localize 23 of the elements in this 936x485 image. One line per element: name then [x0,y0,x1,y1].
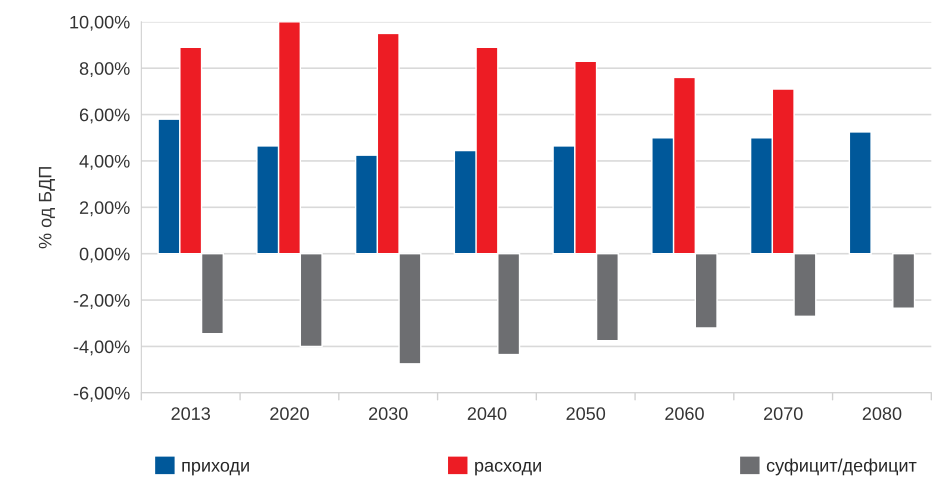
legend-label: суфицит/дефицит [766,458,916,476]
x-tick-label: 2050 [566,407,606,420]
x-tick-label: 2030 [369,407,408,420]
bar [892,253,916,309]
x-tick-label: 2080 [862,407,902,420]
y-tick-label: -6,00% [74,386,130,402]
bar [848,131,872,254]
y-tick-label: 0,00% [80,248,130,263]
legend-label: расходи [475,462,541,476]
y-tick-label: 8,00% [80,62,130,78]
x-tick-label: 2070 [764,407,803,420]
x-tick-label: 2060 [665,407,704,420]
y-tick-label: -4,00% [74,340,130,356]
y-tick-label: 6,00% [80,108,130,124]
x-tick-label: 2013 [172,407,210,420]
y-tick-label: 2,00% [80,201,130,216]
x-tick-label: 2020 [270,407,309,420]
y-tick-label: 10,00% [70,16,130,31]
x-tick-label: 2040 [468,407,506,420]
y-axis-title: % од БДП [38,167,55,248]
y-tick-label: -2,00% [74,294,130,309]
legend-label: приходи [182,462,249,476]
y-tick-label: 4,00% [79,154,130,170]
